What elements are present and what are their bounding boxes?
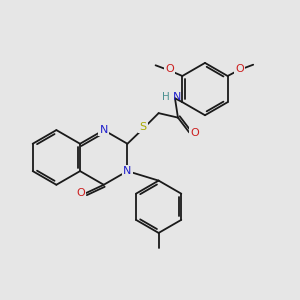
Text: O: O [235,64,244,74]
Text: O: O [76,188,85,197]
Text: N: N [173,92,182,102]
Text: N: N [100,125,108,135]
Text: H: H [162,92,170,102]
Text: S: S [139,122,146,132]
Text: N: N [123,166,132,176]
Text: O: O [165,64,174,74]
Text: O: O [190,128,199,138]
